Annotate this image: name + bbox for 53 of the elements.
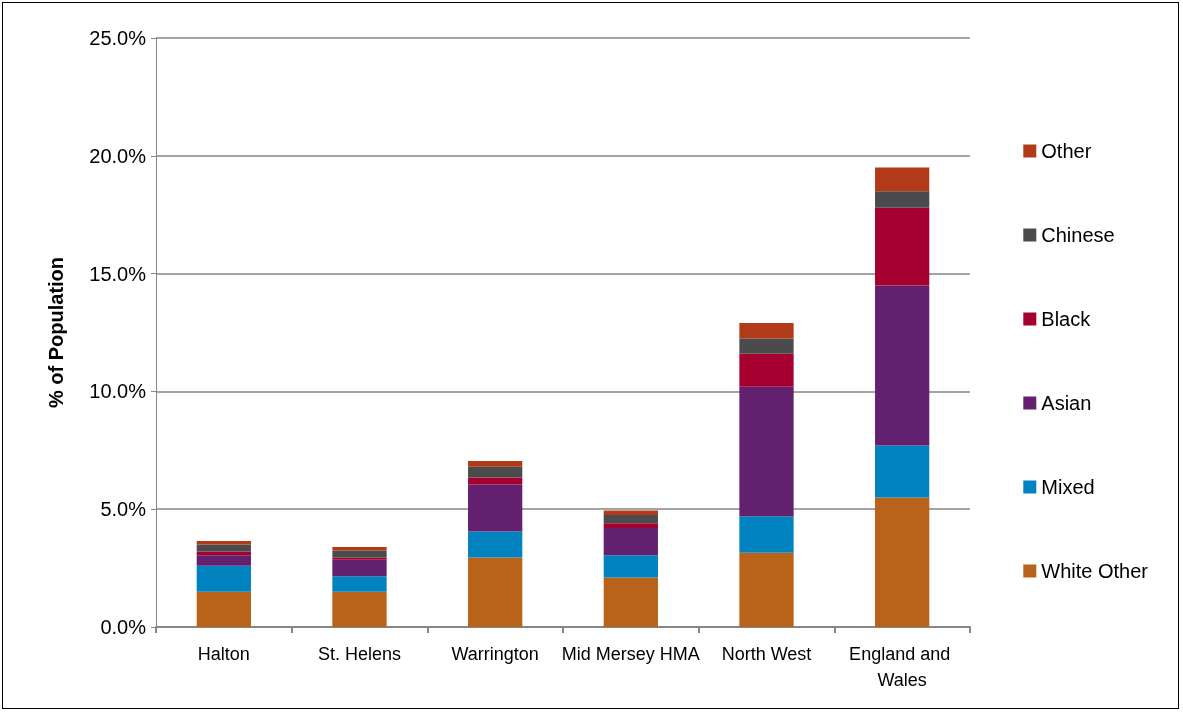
legend-label: White Other (1041, 560, 1149, 582)
bar (603, 510, 658, 516)
bar (875, 191, 930, 208)
bar (875, 497, 930, 627)
bar (739, 552, 794, 627)
bar (739, 386, 794, 517)
bar (739, 353, 794, 387)
bar (739, 516, 794, 553)
bar (739, 323, 794, 339)
bar (468, 484, 523, 532)
y-tick-label: 25.0% (89, 27, 147, 49)
bar (196, 555, 251, 566)
x-tick-label: Warrington (451, 644, 539, 664)
bar (332, 557, 387, 560)
bar (196, 544, 251, 552)
bar (468, 531, 523, 558)
bar (332, 550, 387, 558)
legend-label: Other (1041, 140, 1092, 162)
y-tick-label: 5.0% (100, 498, 147, 521)
y-axis-title: % of Population (45, 256, 67, 409)
x-tick-label: Halton (197, 644, 250, 664)
x-tick-label: North West (721, 644, 812, 664)
legend-label: Chinese (1041, 224, 1115, 246)
bar (603, 515, 658, 524)
y-tick-label: 10.0% (89, 380, 147, 403)
x-tick-label: St. Helens (317, 644, 402, 664)
bar (468, 460, 523, 467)
bar (468, 466, 523, 478)
bar (196, 565, 251, 592)
bar (875, 445, 930, 498)
legend-label: Mixed (1041, 476, 1095, 498)
bar (603, 555, 658, 578)
y-tick-label: 20.0% (89, 144, 147, 167)
legend-label: Asian (1041, 392, 1092, 414)
bar (332, 559, 387, 577)
bar (332, 591, 387, 627)
bar (603, 523, 658, 529)
bar (875, 207, 930, 286)
bar (468, 477, 523, 485)
x-tick-label: Mid Mersey HMA (561, 644, 700, 664)
bar (603, 528, 658, 556)
bar (603, 577, 658, 627)
bar (332, 576, 387, 592)
bar (875, 167, 930, 192)
bar (468, 557, 523, 627)
bar (196, 591, 251, 627)
y-tick-label: 0.0% (100, 616, 147, 638)
bar (875, 285, 930, 446)
x-tick-label: England and Wales (849, 644, 956, 690)
bar (739, 338, 794, 354)
legend-label: Black (1041, 308, 1092, 330)
y-tick-label: 15.0% (89, 262, 147, 285)
bar (196, 541, 251, 545)
